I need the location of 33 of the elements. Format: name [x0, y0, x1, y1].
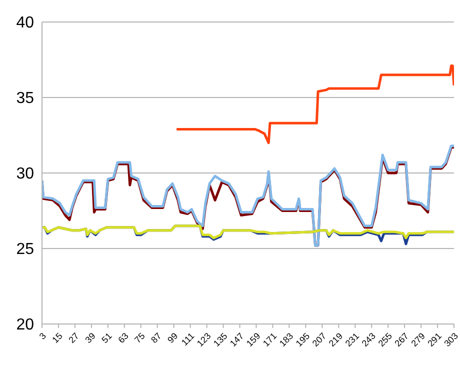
x-tick-label: 3 [37, 330, 48, 342]
x-tick-label: 279 [409, 330, 427, 349]
x-tick-label: 147 [228, 330, 246, 349]
x-tick-label: 291 [426, 330, 444, 349]
x-tick-label: 27 [66, 330, 81, 346]
x-tick-label: 267 [392, 330, 410, 349]
x-tick-label: 75 [132, 330, 147, 346]
x-tick-label: 15 [50, 330, 64, 346]
x-tick-label: 111 [180, 330, 196, 348]
x-tick-label: 171 [260, 330, 279, 349]
x-tick-label: 159 [244, 330, 262, 349]
x-tick-label: 87 [149, 330, 164, 346]
x-tick-label: 207 [310, 330, 328, 349]
y-tick-label: 35 [16, 90, 34, 108]
x-tick-label: 183 [277, 330, 296, 349]
y-tick-label: 40 [16, 14, 34, 32]
x-tick-label: 123 [195, 330, 213, 349]
x-tick-label: 39 [83, 330, 98, 346]
x-tick-label: 243 [360, 330, 378, 349]
x-tick-label: 135 [212, 330, 230, 349]
x-tick-label: 99 [166, 330, 180, 346]
x-tick-label: 195 [294, 330, 312, 349]
y-tick-label: 30 [16, 166, 34, 183]
x-tick-label: 231 [343, 330, 362, 349]
y-tick-label: 25 [16, 241, 34, 258]
x-tick-label: 303 [442, 330, 460, 349]
x-tick-label: 219 [326, 330, 345, 349]
x-tick-label: 51 [100, 330, 114, 346]
y-tick-label: 20 [16, 316, 34, 334]
x-tick-label: 255 [376, 330, 394, 349]
line-series [175, 64, 454, 144]
x-tick-label: 63 [116, 330, 130, 346]
line-series [42, 224, 454, 240]
